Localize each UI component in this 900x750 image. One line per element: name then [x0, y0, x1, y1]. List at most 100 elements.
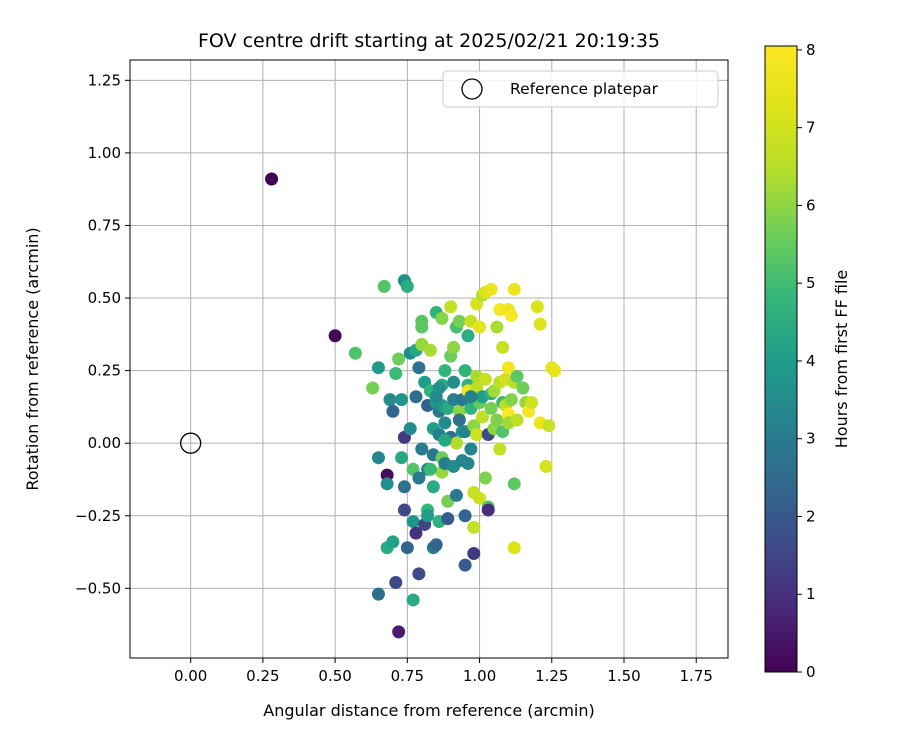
data-point: [366, 381, 380, 395]
data-point: [470, 427, 484, 441]
data-point: [464, 442, 478, 456]
data-point: [432, 381, 446, 395]
data-point: [438, 364, 452, 378]
data-point: [377, 279, 391, 293]
data-point: [395, 451, 409, 465]
data-point: [403, 422, 417, 436]
data-point: [444, 300, 458, 314]
colorbar-tick-label: 2: [806, 507, 816, 525]
data-point: [328, 329, 342, 343]
data-point: [467, 546, 481, 560]
data-point: [371, 451, 385, 465]
reference-platepar-marker: [180, 432, 202, 454]
data-point: [525, 396, 539, 410]
data-point: [421, 509, 435, 523]
data-point: [415, 320, 429, 334]
data-point: [412, 471, 426, 485]
data-point: [539, 459, 553, 473]
grid: [130, 60, 728, 658]
data-point: [510, 413, 524, 427]
data-point: [409, 526, 423, 540]
data-point: [530, 300, 544, 314]
data-point: [447, 375, 461, 389]
x-tick-label: 0.00: [174, 667, 207, 685]
data-point: [507, 477, 521, 491]
data-point: [371, 587, 385, 601]
y-tick-label: −0.50: [75, 579, 121, 597]
data-point: [504, 308, 518, 322]
legend-frame: [442, 70, 719, 108]
data-point: [406, 593, 420, 607]
data-point: [504, 393, 518, 407]
y-tick-label: 1.00: [88, 144, 121, 162]
data-point: [490, 413, 504, 427]
data-points: [265, 172, 562, 639]
data-point: [392, 625, 406, 639]
data-point: [400, 541, 414, 555]
data-point: [501, 361, 515, 375]
legend-marker: [461, 78, 483, 100]
data-point: [447, 340, 461, 354]
data-point: [449, 436, 463, 450]
data-point: [389, 576, 403, 590]
colorbar-tick-label: 4: [806, 352, 816, 370]
data-point: [395, 393, 409, 407]
data-point: [464, 390, 478, 404]
y-tick-label: 0.50: [88, 289, 121, 307]
y-tick-label: 1.25: [88, 71, 121, 89]
data-point: [493, 442, 507, 456]
colorbar-tick-label: 6: [806, 196, 816, 214]
data-point: [478, 471, 492, 485]
data-point: [423, 343, 437, 357]
x-tick-label: 0.75: [391, 667, 424, 685]
colorbar-label: Hours from first FF file: [832, 270, 851, 449]
data-point: [406, 515, 420, 529]
data-point: [542, 419, 556, 433]
data-point: [507, 282, 521, 296]
data-point: [458, 364, 472, 378]
data-point: [516, 381, 530, 395]
y-ticks: −0.50 −0.25 0.00 0.25 0.50 0.75 1.00 1.25: [75, 71, 130, 597]
data-point: [449, 488, 463, 502]
data-point: [265, 172, 279, 186]
data-point: [461, 457, 475, 471]
x-tick-label: 1.00: [463, 667, 496, 685]
data-point: [533, 317, 547, 331]
data-point: [467, 520, 481, 534]
data-point: [392, 352, 406, 366]
data-point: [386, 404, 400, 418]
colorbar-tick-label: 8: [806, 41, 816, 59]
colorbar-tick-label: 0: [806, 663, 816, 681]
data-point: [438, 433, 452, 447]
data-point: [386, 535, 400, 549]
data-point: [348, 346, 362, 360]
colorbar-tick-label: 3: [806, 430, 816, 448]
data-point: [461, 329, 475, 343]
colorbar-ticks: 0 1 2 3 4 5 6 7 8: [797, 41, 816, 681]
data-point: [383, 393, 397, 407]
legend-label: Reference platepar: [510, 80, 659, 98]
reference-marker: [180, 432, 202, 454]
data-point: [473, 491, 487, 505]
data-point: [473, 320, 487, 334]
legend: Reference platepar: [442, 70, 719, 108]
x-tick-label: 1.25: [535, 667, 568, 685]
data-point: [389, 367, 403, 381]
data-point: [429, 538, 443, 552]
data-point: [412, 567, 426, 581]
x-tick-label: 1.50: [607, 667, 640, 685]
y-axis-label: Rotation from reference (arcmin): [23, 227, 42, 490]
data-point: [548, 364, 562, 378]
data-point: [458, 558, 472, 572]
data-point: [510, 369, 524, 383]
data-point: [478, 372, 492, 386]
data-point: [400, 279, 414, 293]
y-tick-label: −0.25: [75, 507, 121, 525]
data-point: [397, 503, 411, 517]
chart-title: FOV centre drift starting at 2025/02/21 …: [198, 30, 660, 52]
data-point: [452, 314, 466, 328]
data-point: [371, 361, 385, 375]
data-point: [415, 442, 429, 456]
data-point: [441, 512, 455, 526]
